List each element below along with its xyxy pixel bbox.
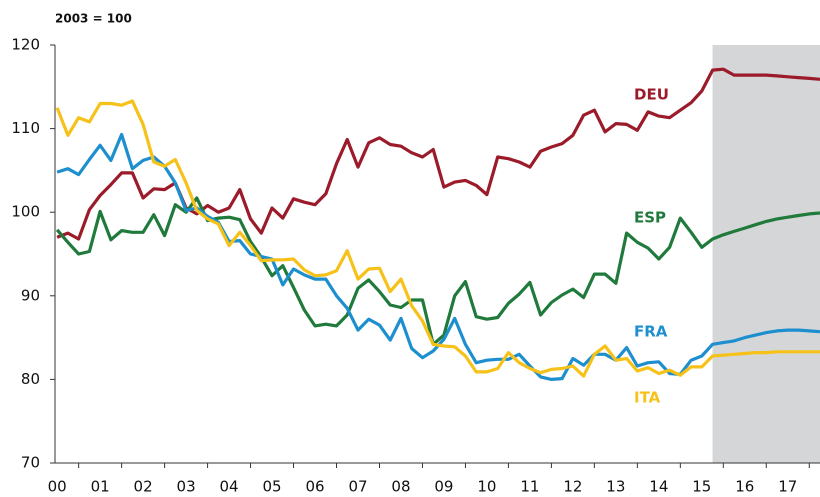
x-tick-label: 14 — [649, 478, 668, 496]
x-tick-label: 02 — [134, 478, 153, 496]
x-tick-label: 05 — [262, 478, 281, 496]
series-label: DEU — [634, 86, 669, 104]
series-label: ESP — [634, 209, 666, 227]
y-tick-label: 90 — [21, 286, 40, 304]
x-tick-label: 07 — [348, 478, 367, 496]
series-line — [55, 99, 820, 378]
x-tick-label: 04 — [220, 478, 239, 496]
y-axis-label: 2003 = 100 — [55, 12, 132, 26]
x-tick-label: 01 — [91, 478, 110, 496]
y-tick-label: 70 — [21, 454, 40, 472]
series-label: FRA — [634, 323, 668, 341]
x-tick-label: 12 — [563, 478, 582, 496]
x-tick-label: 15 — [692, 478, 711, 496]
x-tick-label: 17 — [778, 478, 797, 496]
forecast-shade — [712, 45, 820, 463]
x-tick-label: 09 — [434, 478, 453, 496]
x-tick-label: 11 — [520, 478, 539, 496]
y-tick-label: 110 — [11, 119, 40, 137]
y-tick-label: 80 — [21, 370, 40, 388]
x-tick-label: 13 — [606, 478, 625, 496]
x-tick-label: 10 — [477, 478, 496, 496]
series-line — [55, 196, 820, 346]
x-tick-label: 00 — [48, 478, 67, 496]
x-tick-label: 06 — [305, 478, 324, 496]
x-tick-label: 08 — [391, 478, 410, 496]
series-label: ITA — [634, 389, 661, 407]
x-tick-label: 03 — [177, 478, 196, 496]
y-tick-label: 120 — [11, 36, 40, 54]
x-tick-label: 16 — [735, 478, 754, 496]
y-tick-label: 100 — [11, 203, 40, 221]
